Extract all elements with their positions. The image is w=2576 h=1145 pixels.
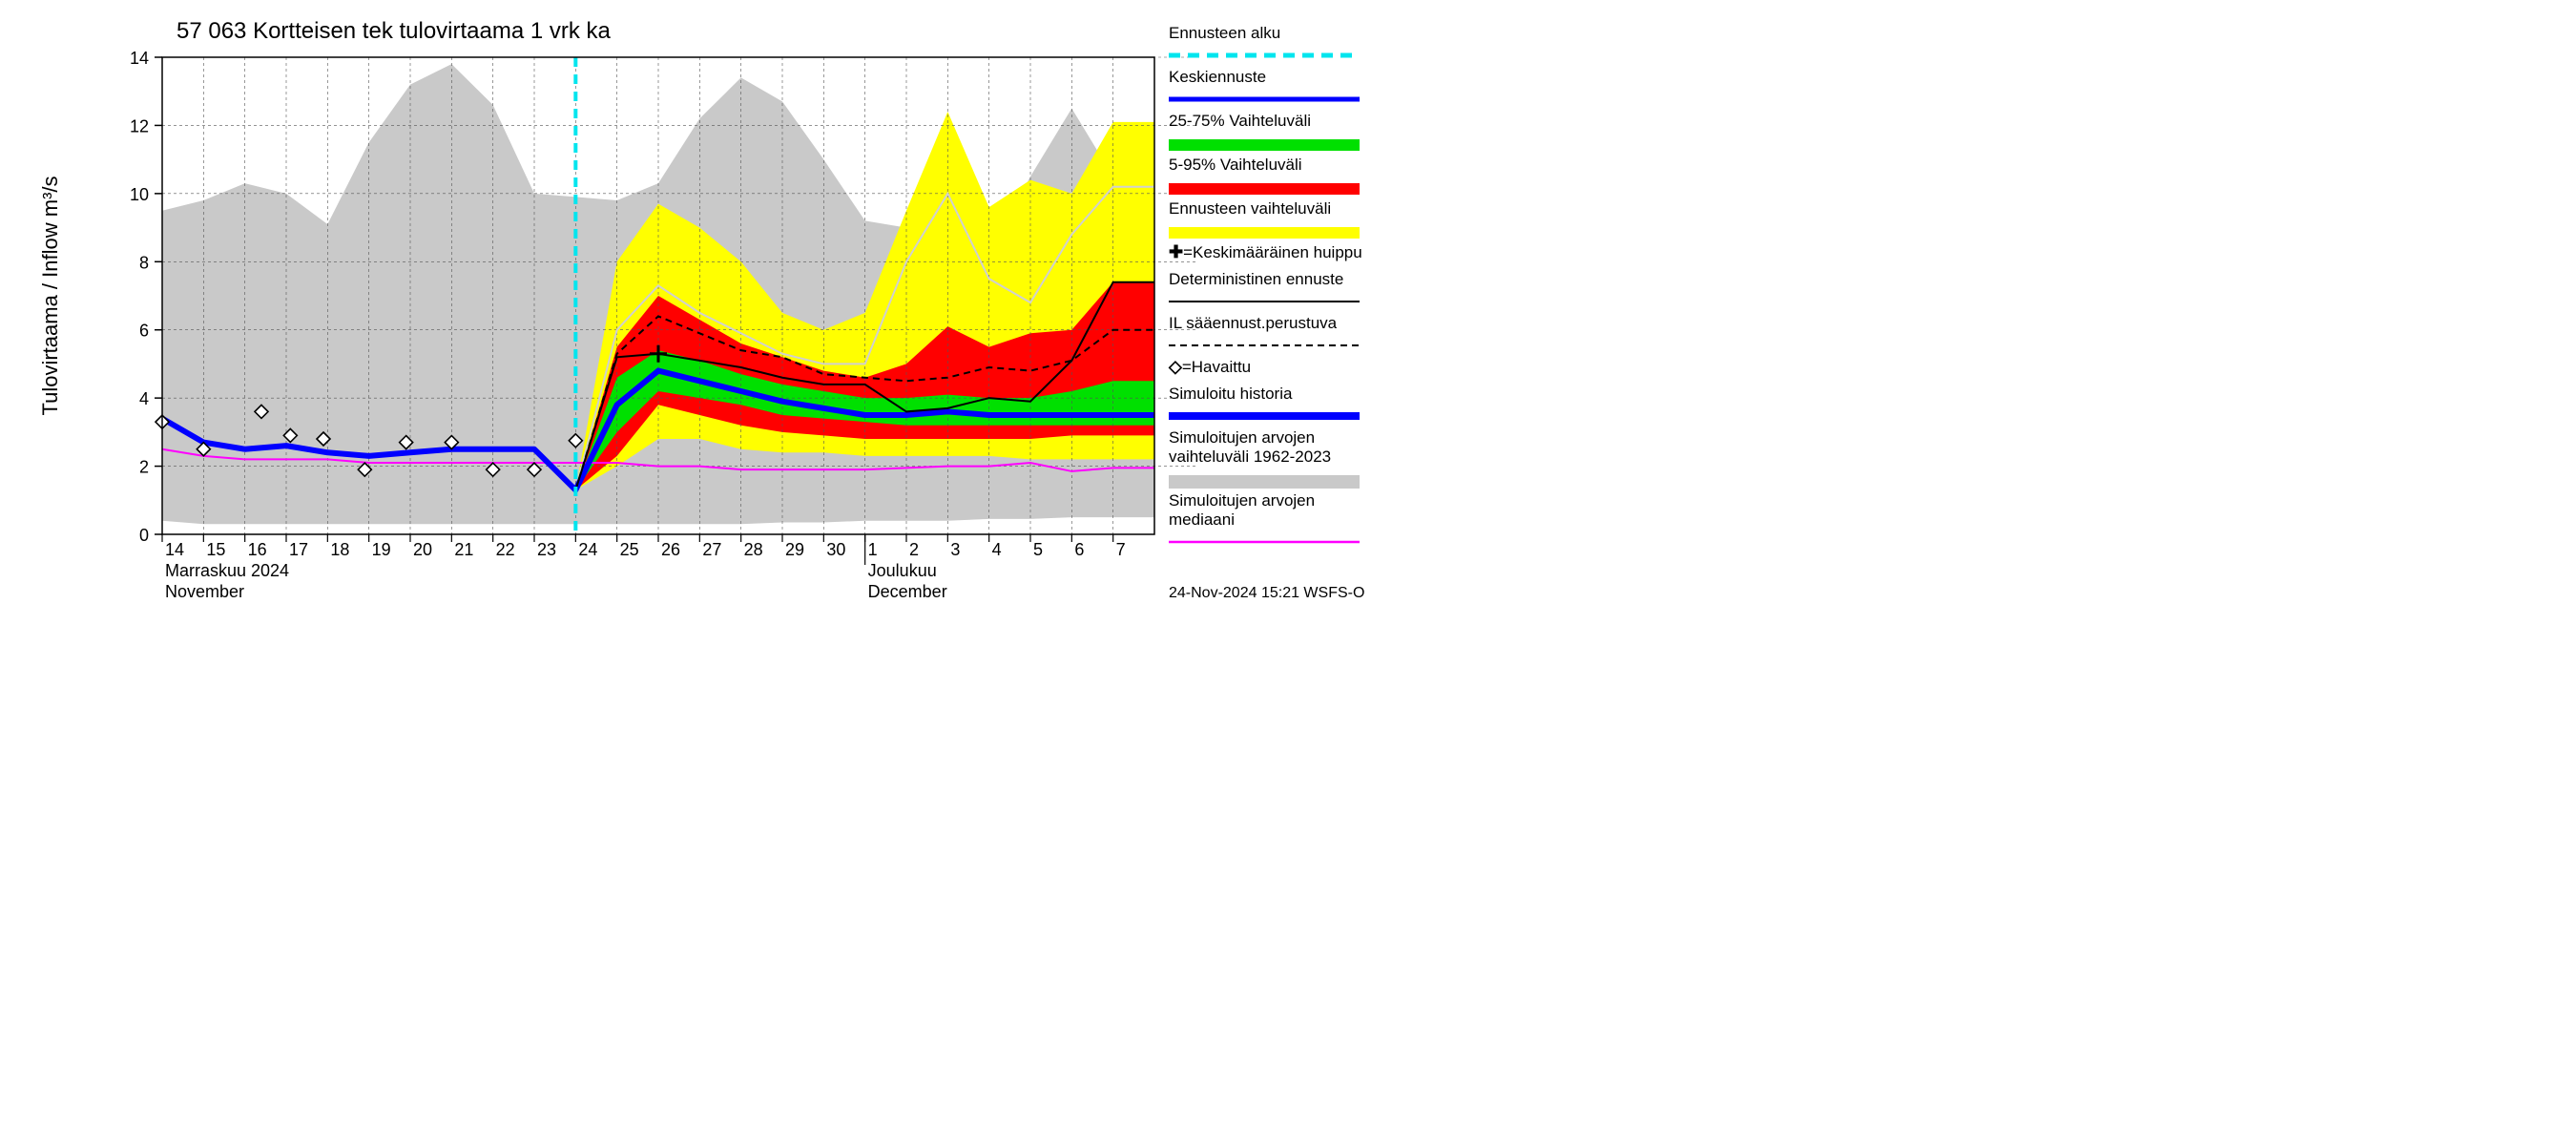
legend-item: ◇=Havaittu xyxy=(1168,357,1251,376)
legend-item: Deterministinen ennuste xyxy=(1169,270,1360,302)
y-tick-label: 2 xyxy=(139,458,149,477)
x-tick-label: 7 xyxy=(1116,540,1126,559)
x-tick-label: 1 xyxy=(868,540,878,559)
legend-label: Simuloitujen arvojen xyxy=(1169,428,1315,447)
y-tick-label: 12 xyxy=(130,116,149,135)
legend-label: ✚=Keskimääräinen huippu xyxy=(1169,242,1362,261)
x-tick-label: 22 xyxy=(496,540,515,559)
y-tick-label: 14 xyxy=(130,49,149,68)
x-tick-label: 28 xyxy=(744,540,763,559)
x-tick-label: 27 xyxy=(702,540,721,559)
legend-label: vaihteluväli 1962-2023 xyxy=(1169,448,1331,466)
legend-label: IL sääennust.perustuva xyxy=(1169,314,1338,332)
legend-item: Keskiennuste xyxy=(1169,68,1360,99)
legend-item: Simuloitujen arvojenvaihteluväli 1962-20… xyxy=(1169,428,1360,489)
legend-item: IL sääennust.perustuva xyxy=(1169,314,1360,345)
chart-container: 02468101214Tulovirtaama / Inflow m³/s141… xyxy=(0,0,1431,639)
legend-item: Ennusteen vaihteluväli xyxy=(1169,199,1360,239)
y-tick-label: 8 xyxy=(139,253,149,272)
chart-title: 57 063 Kortteisen tek tulovirtaama 1 vrk… xyxy=(177,18,612,44)
legend-label: Ennusteen alku xyxy=(1169,24,1280,42)
x-tick-label: 25 xyxy=(620,540,639,559)
legend-item: Simuloitu historia xyxy=(1169,385,1360,416)
x-tick-label: 4 xyxy=(992,540,1002,559)
x-tick-label: 24 xyxy=(578,540,597,559)
x-tick-label: 19 xyxy=(372,540,391,559)
legend-item: 5-95% Vaihteluväli xyxy=(1169,156,1360,195)
x-tick-label: 3 xyxy=(950,540,960,559)
x-tick-label: 6 xyxy=(1074,540,1084,559)
x-tick-label: 29 xyxy=(785,540,804,559)
legend-item: ✚=Keskimääräinen huippu xyxy=(1169,242,1362,261)
x-tick-label: 26 xyxy=(661,540,680,559)
x-tick-label: 16 xyxy=(248,540,267,559)
legend-label: Deterministinen ennuste xyxy=(1169,270,1343,288)
y-tick-label: 4 xyxy=(139,389,149,408)
month-label: November xyxy=(165,582,244,601)
x-tick-label: 14 xyxy=(165,540,184,559)
legend-label: Ennusteen vaihteluväli xyxy=(1169,199,1331,218)
x-tick-label: 17 xyxy=(289,540,308,559)
legend-item: Ennusteen alku xyxy=(1169,24,1360,55)
legend-label: Simuloitu historia xyxy=(1169,385,1293,403)
legend-label: ◇=Havaittu xyxy=(1168,357,1251,376)
legend-label: Keskiennuste xyxy=(1169,68,1266,86)
x-tick-label: 18 xyxy=(330,540,349,559)
y-tick-label: 6 xyxy=(139,322,149,341)
y-axis-label: Tulovirtaama / Inflow m³/s xyxy=(38,176,62,415)
x-tick-label: 21 xyxy=(454,540,473,559)
x-tick-label: 30 xyxy=(826,540,845,559)
legend-item: 25-75% Vaihteluväli xyxy=(1169,112,1360,151)
legend-label: 5-95% Vaihteluväli xyxy=(1169,156,1302,174)
x-tick-label: 23 xyxy=(537,540,556,559)
legend-label: mediaani xyxy=(1169,510,1235,529)
month-label: December xyxy=(868,582,947,601)
month-label: Joulukuu xyxy=(868,561,937,580)
chart-svg: 02468101214Tulovirtaama / Inflow m³/s141… xyxy=(0,0,1431,639)
legend-label: 25-75% Vaihteluväli xyxy=(1169,112,1311,130)
legend-label: Simuloitujen arvojen xyxy=(1169,491,1315,510)
x-tick-label: 2 xyxy=(909,540,919,559)
y-tick-label: 0 xyxy=(139,526,149,545)
legend-item: Simuloitujen arvojenmediaani xyxy=(1169,491,1360,542)
month-label: Marraskuu 2024 xyxy=(165,561,289,580)
x-tick-label: 5 xyxy=(1033,540,1043,559)
y-tick-label: 10 xyxy=(130,185,149,204)
footer-timestamp: 24-Nov-2024 15:21 WSFS-O xyxy=(1169,585,1364,601)
x-tick-label: 15 xyxy=(206,540,225,559)
x-tick-label: 20 xyxy=(413,540,432,559)
